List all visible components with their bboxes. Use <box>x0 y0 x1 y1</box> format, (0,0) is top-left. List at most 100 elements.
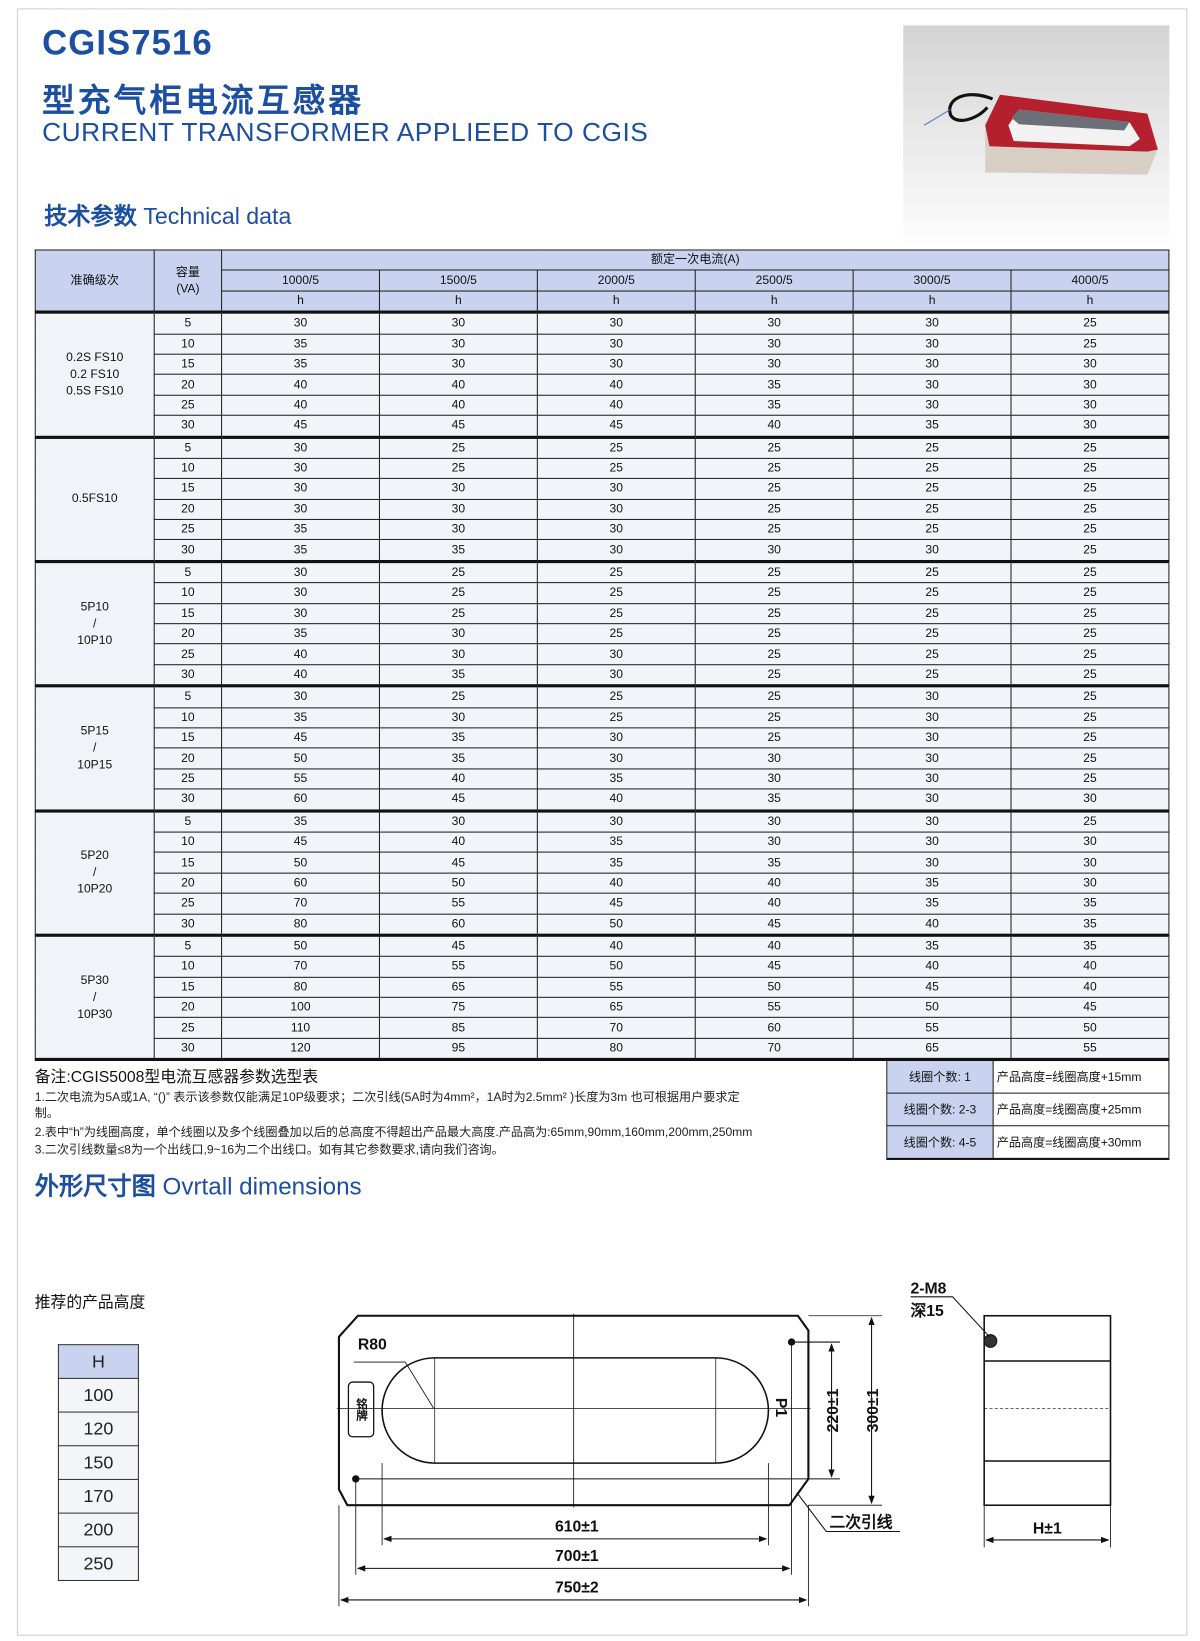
recommended-height-table: H 100 120 150 170 200 250 <box>57 1344 139 1582</box>
table-row: 25 35 30 30 25 25 25 <box>35 519 1170 541</box>
height-cell: 25 <box>1010 582 1170 604</box>
height-cell: 25 <box>852 643 1012 666</box>
header-unit: h <box>852 290 1012 314</box>
technical-data-heading: 技术参数 Technical data <box>44 198 291 232</box>
height-cell: 110 <box>221 1017 380 1039</box>
height-cell: 45 <box>378 788 538 812</box>
capacity-cell: 30 <box>153 788 223 812</box>
height-cell: 30 <box>536 310 696 335</box>
height-cell: 30 <box>536 539 696 562</box>
capacity-cell: 25 <box>153 643 223 666</box>
height-row: 100 <box>57 1377 139 1413</box>
height-cell: 40 <box>536 788 696 812</box>
height-cell: 30 <box>852 851 1012 874</box>
height-cell: 40 <box>378 394 538 416</box>
height-cell: 30 <box>694 831 854 853</box>
height-cell: 25 <box>536 435 696 459</box>
height-cell: 30 <box>852 706 1012 729</box>
table-row: 20 35 30 25 25 25 25 <box>35 623 1170 645</box>
height-cell: 35 <box>378 539 538 562</box>
height-cell: 35 <box>221 519 380 541</box>
height-cell: 30 <box>694 333 854 355</box>
capacity-cell: 10 <box>153 333 223 355</box>
note-line: 2.表中“h”为线圈高度，单个线圈以及多个线圈叠加以后的总高度不得超出产品最大高… <box>34 1126 753 1139</box>
header-ratio: 4000/5 <box>1010 269 1170 292</box>
height-cell: 25 <box>852 559 1012 584</box>
header-rated-current: 额定一次电流(A) <box>221 249 1170 271</box>
height-cell: 25 <box>852 582 1012 604</box>
height-cell: 45 <box>221 727 380 749</box>
table-row: 25 70 55 45 40 35 35 <box>35 892 1170 915</box>
height-cell: 50 <box>536 913 696 936</box>
capacity-cell: 20 <box>153 747 223 770</box>
height-value: 150 <box>57 1445 139 1480</box>
height-cell: 45 <box>378 414 538 438</box>
height-cell: 35 <box>852 414 1012 438</box>
height-cell: 25 <box>378 435 538 459</box>
height-cell: 30 <box>536 478 696 500</box>
height-cell: 25 <box>378 457 538 480</box>
height-cell: 35 <box>1010 933 1170 958</box>
height-cell: 30 <box>378 623 538 645</box>
table-row: 15 30 30 30 25 25 25 <box>35 478 1170 500</box>
capacity-cell: 20 <box>153 872 223 894</box>
note-line: 1.二次电流为5A或1A, “()” 表示该参数仅能满足10P级要求；二次引线(… <box>34 1091 740 1105</box>
height-cell: 35 <box>221 706 380 729</box>
height-cell: 25 <box>694 727 854 749</box>
height-cell: 30 <box>536 353 696 376</box>
height-cell: 30 <box>852 333 1012 355</box>
table-row: 30 40 35 30 25 25 25 <box>35 663 1170 687</box>
height-cell: 25 <box>1010 706 1170 729</box>
height-cell: 45 <box>1010 996 1170 1019</box>
height-cell: 55 <box>378 892 538 915</box>
height-cell: 120 <box>221 1037 380 1061</box>
height-formula: 产品高度=线圈高度+30mm <box>992 1125 1170 1160</box>
table-row: 20 60 50 40 40 35 30 <box>35 872 1170 894</box>
height-cell: 25 <box>694 435 854 459</box>
height-cell: 30 <box>694 310 854 335</box>
height-cell: 25 <box>1010 559 1170 584</box>
notes-title: 备注:CGIS5008型电流互感器参数选型表 <box>34 1068 319 1087</box>
height-cell: 30 <box>536 727 696 749</box>
height-cell: 30 <box>852 727 1012 749</box>
height-cell: 40 <box>852 956 1012 978</box>
height-cell: 30 <box>221 684 380 708</box>
capacity-cell: 20 <box>153 623 223 645</box>
height-cell: 25 <box>1010 457 1170 480</box>
height-cell: 25 <box>852 478 1012 500</box>
height-cell: 30 <box>852 539 1012 562</box>
height-cell: 45 <box>694 913 854 936</box>
height-cell: 25 <box>694 498 854 521</box>
height-cell: 45 <box>378 933 538 958</box>
height-cell: 70 <box>221 892 380 915</box>
table-row: 20 100 75 65 55 50 45 <box>35 996 1170 1019</box>
height-cell: 25 <box>694 559 854 584</box>
height-cell: 50 <box>221 747 380 770</box>
height-cell: 45 <box>536 414 696 438</box>
height-cell: 40 <box>221 394 380 416</box>
height-cell: 70 <box>221 956 380 978</box>
height-cell: 45 <box>536 892 696 915</box>
height-cell: 25 <box>1010 623 1170 645</box>
height-cell: 30 <box>694 353 854 376</box>
height-cell: 25 <box>852 623 1012 645</box>
capacity-cell: 10 <box>153 457 223 480</box>
capacity-cell: 5 <box>153 684 223 708</box>
height-cell: 35 <box>221 808 380 833</box>
capacity-cell: 5 <box>153 933 223 958</box>
height-cell: 40 <box>536 933 696 958</box>
technical-data-table: 准确级次 容量 (VA) 额定一次电流(A) 1000/5 1500/5 2000/5 25… <box>34 249 1170 1062</box>
table-row: 25 55 40 35 30 30 25 <box>35 768 1170 790</box>
height-cell: 30 <box>536 663 696 687</box>
height-cell: 25 <box>694 643 854 666</box>
table-row: 5P10 / 10P10 5 30 25 25 25 25 25 <box>34 559 1170 687</box>
header-accuracy-class: 准确级次 <box>34 249 155 313</box>
header-ratio: 1500/5 <box>378 269 538 292</box>
height-cell: 40 <box>536 374 696 396</box>
table-row: 10 30 25 25 25 25 25 <box>35 457 1170 480</box>
height-cell: 25 <box>694 478 854 500</box>
height-cell: 30 <box>536 498 696 521</box>
height-cell: 45 <box>694 956 854 978</box>
height-cell: 75 <box>378 996 538 1019</box>
coil-row: 线圈个数: 2-3 产品高度=线圈高度+25mm <box>886 1092 1170 1127</box>
